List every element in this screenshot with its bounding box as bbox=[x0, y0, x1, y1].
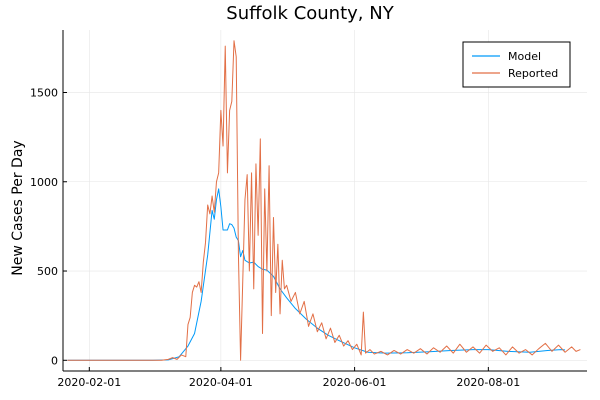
legend-label-reported: Reported bbox=[508, 67, 558, 80]
y-tick-label: 0 bbox=[51, 354, 58, 367]
chart-title: Suffolk County, NY bbox=[226, 3, 394, 24]
y-tick-label: 1500 bbox=[30, 86, 58, 99]
series-lines bbox=[67, 40, 581, 361]
series-line-model bbox=[67, 188, 566, 361]
axes: 2020-02-01 2020-04-01 2020-06-01 2020-08-01… bbox=[30, 30, 587, 389]
legend-box bbox=[462, 41, 571, 88]
y-axis-title: New Cases Per Day bbox=[10, 140, 26, 275]
x-tick-label: 2020-02-01 bbox=[57, 376, 121, 389]
legend-label-model: Model bbox=[508, 50, 541, 63]
y-tick-label: 500 bbox=[37, 265, 58, 278]
legend: Model Reported bbox=[462, 41, 571, 88]
y-tick-label: 1000 bbox=[30, 176, 58, 189]
x-tick-label: 2020-08-01 bbox=[456, 376, 520, 389]
x-tick-label: 2020-06-01 bbox=[323, 376, 387, 389]
x-tick-label: 2020-04-01 bbox=[189, 376, 253, 389]
series-line-reported bbox=[67, 40, 581, 361]
